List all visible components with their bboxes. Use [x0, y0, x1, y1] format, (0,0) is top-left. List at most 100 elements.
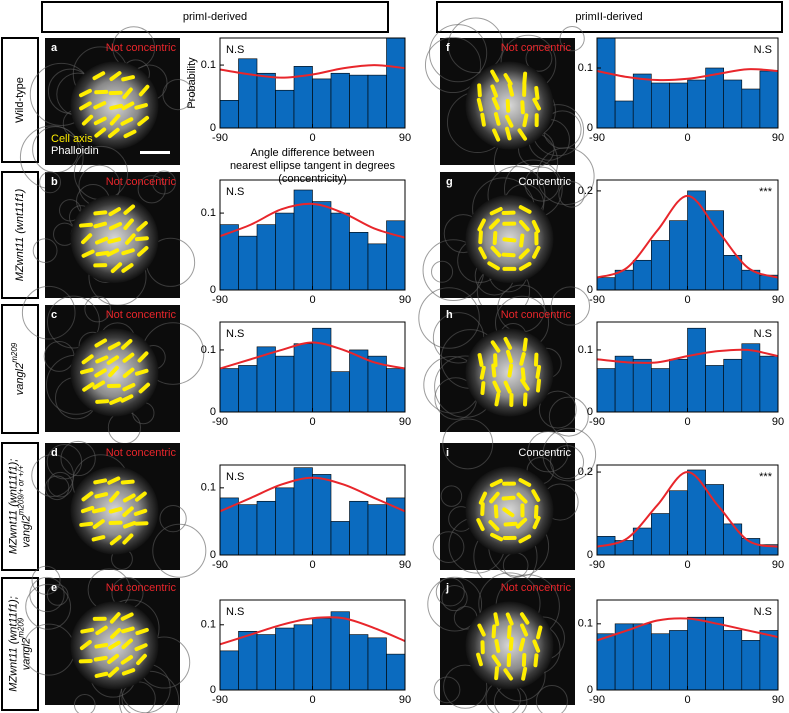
cell-outline — [536, 147, 595, 206]
cell-axis-mark — [477, 623, 486, 637]
cell-axis-mark — [534, 113, 539, 128]
row-label-box — [1, 37, 39, 163]
cell-outline — [32, 238, 58, 264]
bar — [759, 70, 779, 129]
x-tick-label: 90 — [399, 294, 411, 306]
x-tick-label: -90 — [589, 132, 605, 144]
bar — [238, 504, 258, 556]
cell-axis-mark — [515, 517, 528, 529]
cell-axis-mark — [532, 516, 541, 530]
cell-axis-mark — [479, 365, 486, 380]
cell-axis-mark — [80, 505, 95, 514]
row-label-text: vangl2 — [14, 363, 26, 395]
cell-axis-mark — [134, 103, 148, 110]
cell-axis-mark — [505, 349, 514, 364]
x-tick-label: -90 — [589, 416, 605, 428]
cell-outline — [550, 286, 591, 326]
x-tick-label: 0 — [684, 416, 690, 428]
cell-outline — [432, 531, 465, 564]
cell-outline — [542, 427, 597, 482]
cell-axis-mark — [79, 222, 93, 228]
significance: N.S — [754, 606, 772, 618]
bar — [312, 474, 332, 556]
row-label-sup: m209/+ or +/+ — [17, 465, 26, 515]
cell-axis-mark — [476, 518, 485, 532]
cell-axis-mark — [95, 399, 110, 404]
x-tick-label: 90 — [772, 559, 784, 571]
cell-axis-mark — [501, 210, 516, 216]
cell-outline — [84, 295, 111, 323]
cell-axis-mark — [136, 221, 148, 232]
cell-axis-mark — [502, 507, 515, 518]
x-axis-label: (concentricity) — [278, 173, 346, 185]
x-tick-label: 90 — [399, 694, 411, 706]
bar — [238, 365, 258, 413]
cell-outline — [440, 485, 463, 507]
micrograph — [19, 26, 194, 190]
bar — [330, 521, 350, 556]
cell-axis-mark — [81, 491, 94, 502]
cell-axis-mark — [121, 626, 135, 634]
cell-outline — [427, 576, 483, 632]
cell-axis-mark — [521, 666, 528, 681]
bar — [312, 327, 332, 413]
x-tick-label: 90 — [399, 559, 411, 571]
cell-axis-mark — [522, 71, 528, 86]
bar — [687, 469, 706, 556]
bar — [293, 343, 313, 413]
panel-letter: c — [51, 309, 57, 321]
cell-axis-mark — [519, 233, 525, 248]
cell-axis-mark — [534, 85, 540, 100]
x-tick-label: -90 — [212, 694, 228, 706]
cell-axis-mark — [507, 82, 515, 97]
x-axis-label: nearest ellipse tangent in degrees — [230, 160, 396, 172]
significance: N.S — [226, 186, 244, 198]
cell-axis-mark — [491, 96, 500, 111]
bar — [238, 58, 258, 129]
panel-status: Not concentric — [106, 42, 177, 54]
fit-curve — [596, 68, 779, 82]
cell-axis-mark — [120, 117, 134, 126]
cell-axis-mark — [491, 654, 502, 667]
cell-axis-mark — [121, 638, 133, 650]
bar — [256, 500, 276, 556]
bar — [219, 368, 239, 413]
cell-axis-mark — [476, 652, 483, 667]
bar — [596, 633, 616, 691]
micrograph — [422, 147, 595, 318]
bar — [723, 79, 743, 129]
row-label-box — [1, 577, 39, 711]
row-label: Wild-type — [14, 77, 26, 123]
bar — [330, 611, 350, 691]
y-axis-label: Probability — [186, 57, 198, 109]
panel-status: Not concentric — [106, 582, 177, 594]
cell-axis-mark — [107, 666, 120, 678]
cell-axis-mark — [106, 248, 120, 257]
bar — [386, 368, 406, 413]
bar — [687, 616, 706, 691]
cell-axis-mark — [122, 493, 136, 503]
cell-axis-mark — [134, 643, 148, 652]
cell-axis-mark — [81, 233, 93, 245]
rosette — [465, 466, 554, 555]
cell-axis-mark — [109, 490, 120, 503]
cell-axis-mark — [493, 504, 499, 519]
cell-outline — [152, 523, 207, 578]
y-tick-label: 0.1 — [201, 482, 216, 494]
cell-axis-mark — [480, 381, 486, 396]
bar — [669, 630, 688, 691]
panel-letter: i — [446, 447, 449, 459]
y-tick-label: 0 — [210, 122, 216, 134]
cell-axis-mark — [120, 479, 135, 485]
cell-axis-mark — [93, 221, 107, 229]
significance: N.S — [226, 44, 244, 56]
significance: N.S — [226, 471, 244, 483]
cell-axis-mark — [493, 353, 498, 368]
bar — [367, 637, 387, 691]
x-tick-label: 90 — [772, 694, 784, 706]
cell-axis-mark — [92, 380, 106, 390]
cell-axis-mark — [94, 338, 108, 348]
cell-axis-mark — [533, 504, 539, 519]
x-tick-label: -90 — [589, 294, 605, 306]
cell-outline — [424, 36, 482, 94]
